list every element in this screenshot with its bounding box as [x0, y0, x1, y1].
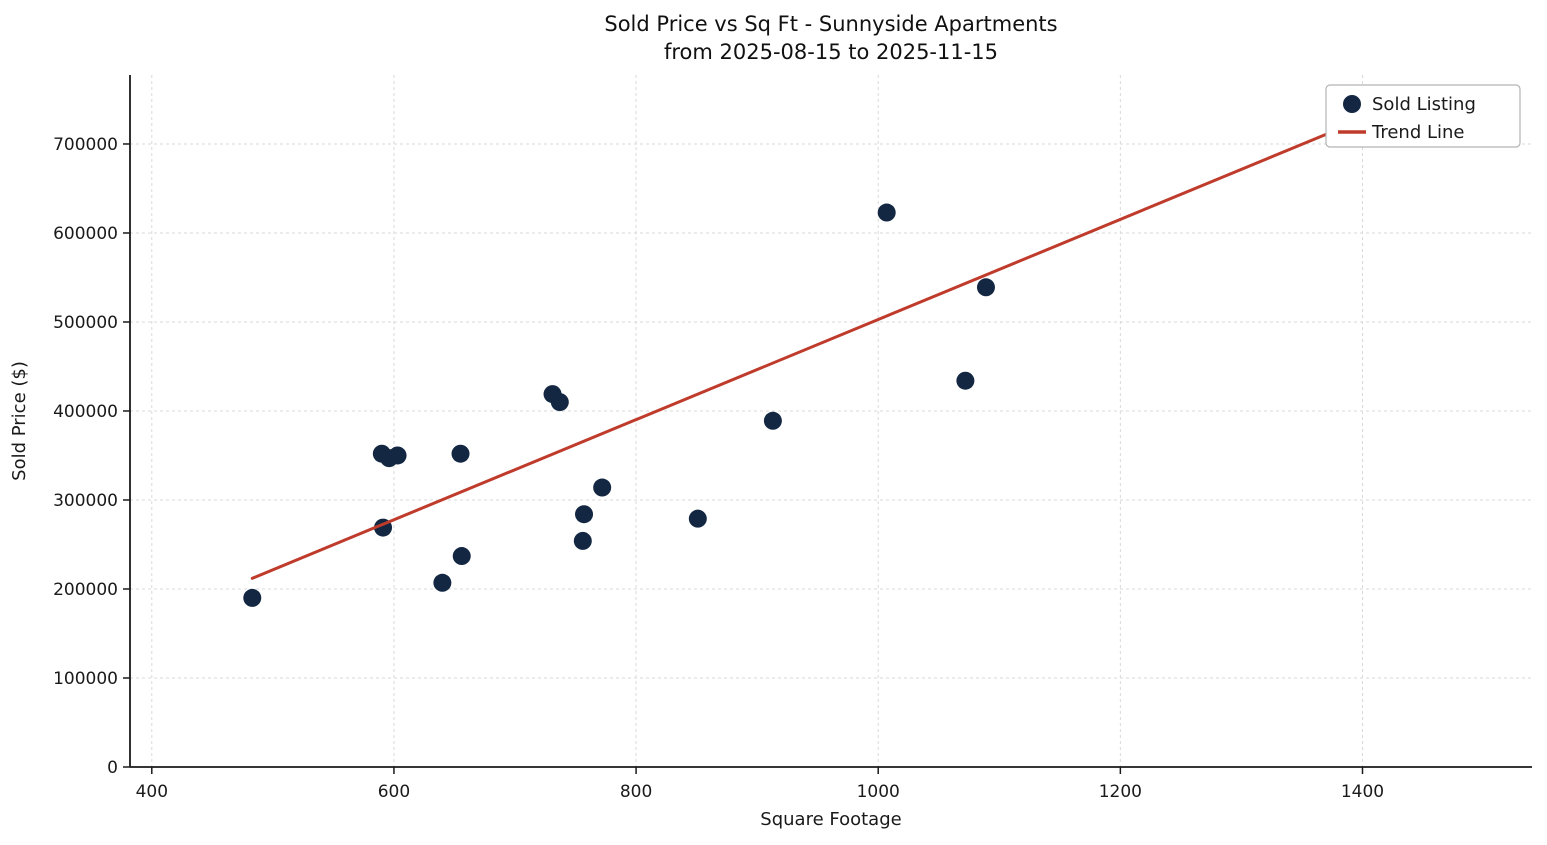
- scatter-point: [451, 444, 470, 463]
- y-tick-label: 0: [107, 758, 118, 778]
- scatter-point: [433, 573, 452, 592]
- y-tick-label: 100000: [53, 669, 118, 689]
- x-tick-label: 1400: [1341, 782, 1384, 802]
- scatter-point: [877, 203, 896, 222]
- x-tick-label: 800: [620, 782, 652, 802]
- chart-title-line1: Sold Price vs Sq Ft - Sunnyside Apartmen…: [604, 12, 1058, 36]
- y-tick-label: 700000: [53, 135, 118, 155]
- scatter-point: [550, 393, 569, 412]
- x-tick-label: 1000: [857, 782, 900, 802]
- scatter-point: [452, 547, 471, 566]
- legend-label-trend-line: Trend Line: [1371, 122, 1465, 143]
- scatter-point: [573, 531, 592, 550]
- chart-title-line2: from 2025-08-15 to 2025-11-15: [663, 40, 999, 64]
- scatter-point: [575, 505, 594, 524]
- legend: Sold Listing Trend Line: [1325, 84, 1521, 148]
- legend-marker-sold-listing: [1343, 95, 1361, 113]
- trend-line: [250, 91, 1427, 580]
- x-axis-label: Square Footage: [760, 809, 901, 830]
- y-axis-label: Sold Price ($): [9, 361, 30, 481]
- legend-box: [1325, 84, 1521, 148]
- y-tick-label: 200000: [53, 580, 118, 600]
- y-tick-label: 300000: [53, 491, 118, 511]
- scatter-point: [763, 411, 782, 430]
- chart-title: Sold Price vs Sq Ft - Sunnyside Apartmen…: [130, 10, 1532, 66]
- legend-label-sold-listing: Sold Listing: [1372, 94, 1476, 115]
- scatter-point: [593, 478, 612, 497]
- y-tick-label: 600000: [53, 224, 118, 244]
- scatter-point: [956, 371, 975, 390]
- x-tick-label: 600: [378, 782, 410, 802]
- scatter-point: [388, 446, 407, 465]
- scatter-point: [688, 509, 707, 528]
- x-tick-label: 400: [136, 782, 168, 802]
- scatter-point: [976, 278, 995, 297]
- y-tick-label: 500000: [53, 313, 118, 333]
- y-tick-label: 400000: [53, 402, 118, 422]
- x-tick-label: 1200: [1099, 782, 1142, 802]
- scatter-point: [243, 588, 262, 607]
